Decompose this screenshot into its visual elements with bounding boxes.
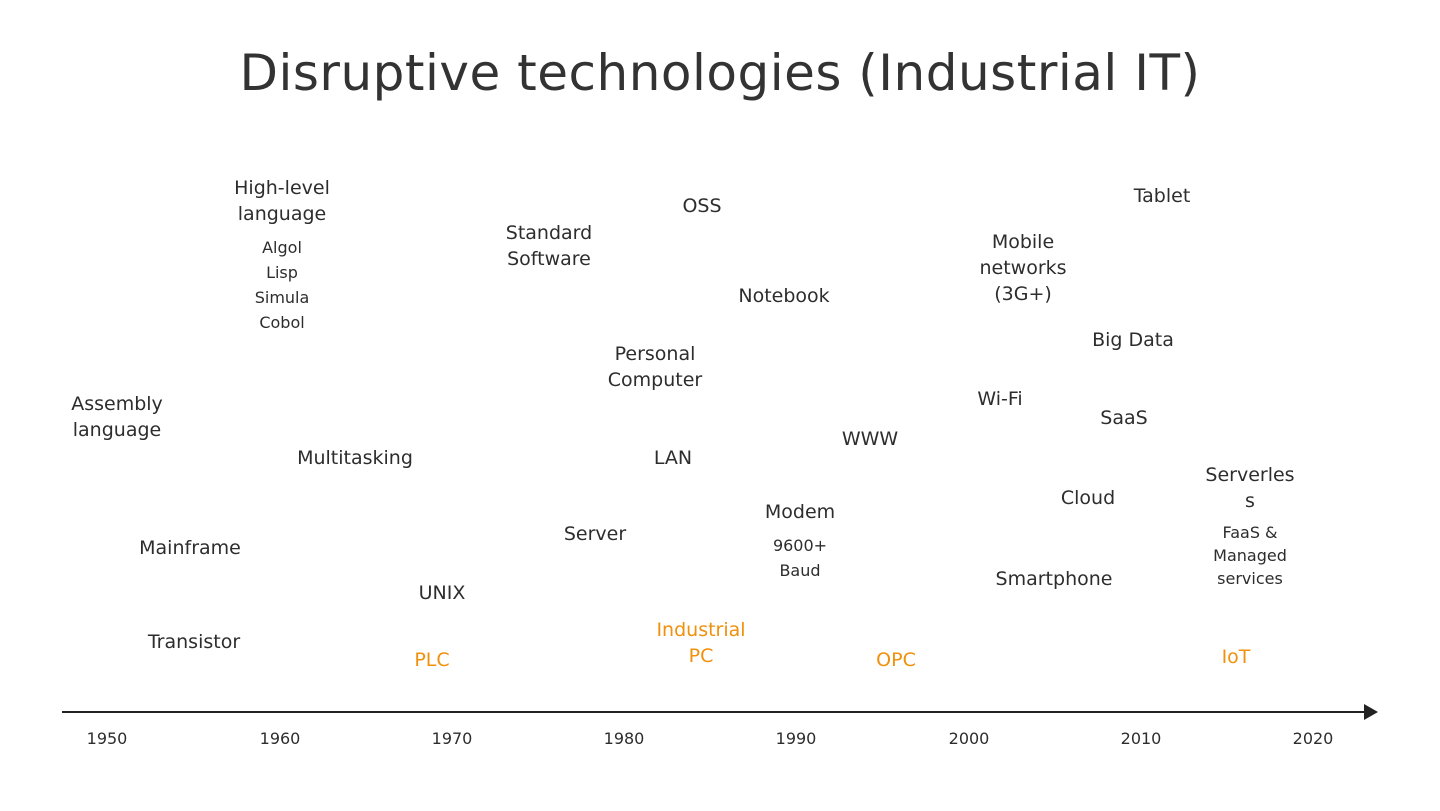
- label-high-level-language: High-level language: [234, 175, 330, 227]
- label-line: (3G+): [994, 283, 1052, 305]
- label-line: Mobile: [991, 231, 1055, 253]
- label-assembly-language: Assembly language: [71, 391, 163, 443]
- label-line: 9600+: [772, 536, 828, 555]
- label-saas: SaaS: [1100, 407, 1148, 429]
- label-oss: OSS: [682, 195, 722, 217]
- label-line: Serverles: [1205, 464, 1295, 486]
- label-tablet: Tablet: [1133, 185, 1191, 207]
- label-line: Cobol: [259, 313, 305, 332]
- label-www: WWW: [841, 428, 899, 450]
- year-tick-label: 2000: [948, 729, 990, 748]
- year-tick-label: 1970: [431, 729, 473, 748]
- label-unix: UNIX: [418, 582, 466, 604]
- label-server: Server: [563, 523, 627, 545]
- year-tick-label: 1990: [775, 729, 817, 748]
- label-opc: OPC: [876, 649, 916, 671]
- year-tick-label: 2020: [1292, 729, 1334, 748]
- year-tick-label: 1960: [259, 729, 301, 748]
- year-tick-label: 1980: [603, 729, 645, 748]
- label-standard-software: Standard Software: [506, 220, 592, 272]
- label-line: Computer: [607, 369, 703, 391]
- label-line: Baud: [779, 561, 821, 580]
- label-line: Assembly: [71, 393, 163, 415]
- label-serverless: Serverles s: [1205, 462, 1294, 514]
- label-line: Personal: [614, 343, 696, 365]
- label-industrial-pc: Industrial PC: [656, 617, 745, 669]
- slide-title: Disruptive technologies (Industrial IT): [239, 44, 1201, 102]
- label-line: Software: [507, 248, 591, 270]
- label-line: Standard: [505, 222, 593, 244]
- label-multitasking: Multitasking: [297, 447, 413, 469]
- label-lan: LAN: [653, 447, 693, 469]
- label-modem-speed: 9600+ Baud: [773, 533, 827, 583]
- label-line: High-level: [234, 177, 330, 199]
- label-smartphone: Smartphone: [995, 568, 1113, 590]
- label-line: services: [1217, 569, 1283, 588]
- label-cloud: Cloud: [1060, 487, 1116, 509]
- label-line: language: [72, 419, 162, 441]
- label-line: PC: [688, 645, 714, 667]
- year-tick-label: 1950: [86, 729, 128, 748]
- label-personal-computer: Personal Computer: [608, 341, 702, 393]
- label-wifi: Wi-Fi: [977, 388, 1023, 410]
- label-line: s: [1245, 490, 1255, 512]
- label-programming-languages: Algol Lisp Simula Cobol: [255, 235, 310, 335]
- label-modem: Modem: [764, 501, 836, 523]
- label-line: Simula: [254, 288, 310, 307]
- label-line: Managed: [1213, 546, 1287, 565]
- label-mainframe: Mainframe: [139, 537, 241, 559]
- timeline-arrow-icon: [1364, 704, 1378, 720]
- label-iot: IoT: [1221, 646, 1251, 668]
- label-big-data: Big Data: [1092, 329, 1174, 351]
- label-faas: FaaS & Managed services: [1213, 521, 1287, 590]
- label-line: Lisp: [266, 263, 298, 282]
- label-line: Industrial: [656, 619, 746, 641]
- label-line: Algol: [262, 238, 302, 257]
- label-plc: PLC: [414, 649, 450, 671]
- label-line: language: [237, 203, 327, 225]
- label-notebook: Notebook: [738, 285, 830, 307]
- label-line: networks: [979, 257, 1067, 279]
- label-mobile-networks: Mobile networks (3G+): [979, 229, 1066, 307]
- timeline-axis: [62, 711, 1367, 713]
- label-line: FaaS &: [1222, 523, 1278, 542]
- year-tick-label: 2010: [1120, 729, 1162, 748]
- label-transistor: Transistor: [147, 631, 241, 653]
